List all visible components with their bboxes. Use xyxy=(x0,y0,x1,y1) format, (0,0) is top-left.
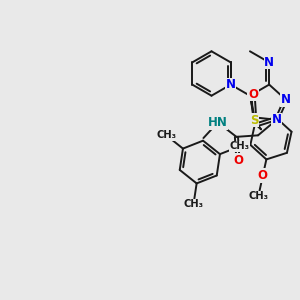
Text: CH₃: CH₃ xyxy=(157,130,176,140)
Text: CH₃: CH₃ xyxy=(184,199,203,209)
Text: N: N xyxy=(281,93,291,106)
Text: O: O xyxy=(233,154,243,167)
Text: O: O xyxy=(258,169,268,182)
Text: N: N xyxy=(264,56,274,69)
Text: N: N xyxy=(226,78,236,91)
Text: N: N xyxy=(272,113,282,126)
Text: CH₃: CH₃ xyxy=(248,191,268,201)
Text: O: O xyxy=(248,88,258,100)
Text: S: S xyxy=(250,114,259,127)
Text: HN: HN xyxy=(208,116,228,129)
Text: CH₃: CH₃ xyxy=(230,141,250,152)
